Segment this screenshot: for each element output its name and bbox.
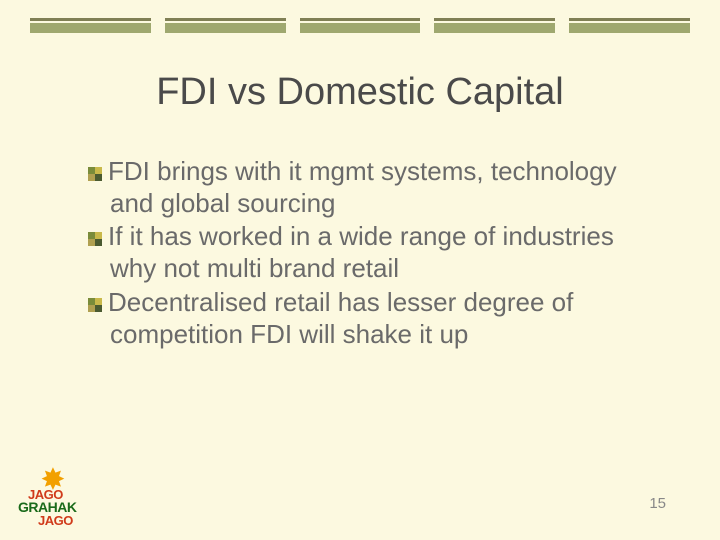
logo-text-3: JAGO [38, 514, 73, 527]
bar-segment [165, 18, 286, 33]
slide-title: FDI vs Domestic Capital [0, 71, 720, 114]
bullet-icon [88, 232, 102, 246]
bullet-text: If it has worked in a wide range of indu… [108, 221, 614, 283]
bullet-icon [88, 298, 102, 312]
bullet-item: Decentralised retail has lesser degree o… [88, 287, 650, 350]
bar-segment [569, 18, 690, 33]
bar-segment [300, 18, 421, 33]
bullet-item: If it has worked in a wide range of indu… [88, 221, 650, 284]
bullet-item: FDI brings with it mgmt systems, technol… [88, 156, 650, 219]
page-number: 15 [649, 495, 666, 512]
jago-grahak-logo: ✸ JAGO GRAHAK JAGO [18, 456, 88, 526]
bullet-text: FDI brings with it mgmt systems, technol… [108, 156, 617, 218]
logo-text-2: GRAHAK [18, 500, 76, 514]
bullet-icon [88, 167, 102, 181]
top-decorative-bars [0, 0, 720, 33]
bar-segment [434, 18, 555, 33]
bullet-text: Decentralised retail has lesser degree o… [108, 287, 573, 349]
slide-content: FDI brings with it mgmt systems, technol… [88, 156, 650, 350]
bar-segment [30, 18, 151, 33]
